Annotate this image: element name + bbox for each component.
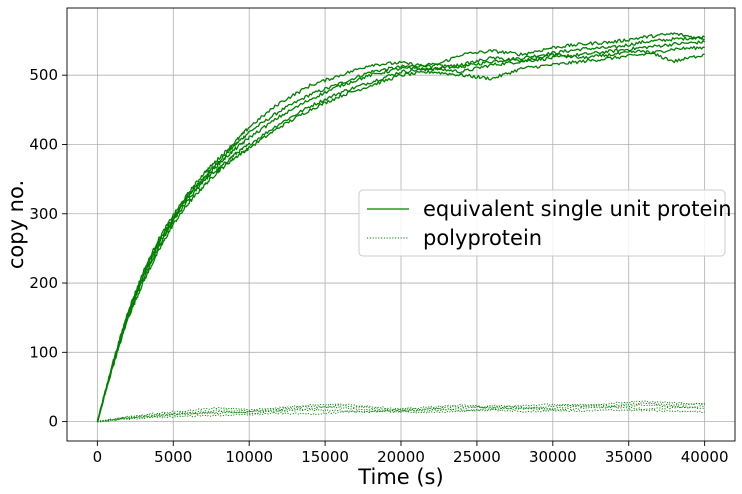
series-single-unit-line bbox=[96, 49, 705, 422]
y-tick-label: 0 bbox=[48, 413, 58, 431]
series-single-unit-line bbox=[96, 32, 705, 422]
x-tick-label: 25000 bbox=[453, 448, 501, 466]
legend-box bbox=[358, 189, 726, 257]
series-polyprotein-line bbox=[97, 400, 705, 423]
x-axis-label: Time (s) bbox=[357, 465, 443, 489]
series-single-unit-line bbox=[96, 39, 706, 422]
y-axis-label: copy no. bbox=[4, 180, 28, 269]
x-tick-label: 5000 bbox=[154, 448, 192, 466]
legend-label-single-unit: equivalent single unit protein bbox=[423, 197, 732, 221]
x-tick-label: 40000 bbox=[681, 448, 729, 466]
y-tick-label: 200 bbox=[29, 274, 58, 292]
tick-layer: 0 5000 10000 15000 20000 25000 30000 35000 40000… bbox=[29, 66, 728, 466]
series-polyprotein-line bbox=[97, 408, 705, 422]
y-tick-label: 100 bbox=[29, 343, 58, 361]
x-tick-label: 30000 bbox=[529, 448, 577, 466]
x-tick-label: 20000 bbox=[377, 448, 425, 466]
legend: equivalent single unit protein polyprote… bbox=[358, 189, 732, 257]
series-single-unit-line bbox=[96, 45, 705, 422]
series-layer bbox=[96, 32, 706, 423]
series-polyprotein-line bbox=[97, 402, 705, 423]
x-tick-label: 35000 bbox=[605, 448, 653, 466]
legend-label-polyprotein: polyprotein bbox=[423, 226, 542, 250]
y-tick-label: 300 bbox=[29, 205, 58, 223]
x-tick-label: 0 bbox=[93, 448, 103, 466]
x-tick-label: 15000 bbox=[301, 448, 349, 466]
y-tick-label: 400 bbox=[29, 135, 58, 153]
series-polyprotein-line bbox=[97, 404, 705, 423]
x-tick-label: 10000 bbox=[225, 448, 273, 466]
y-tick-label: 500 bbox=[29, 66, 58, 84]
